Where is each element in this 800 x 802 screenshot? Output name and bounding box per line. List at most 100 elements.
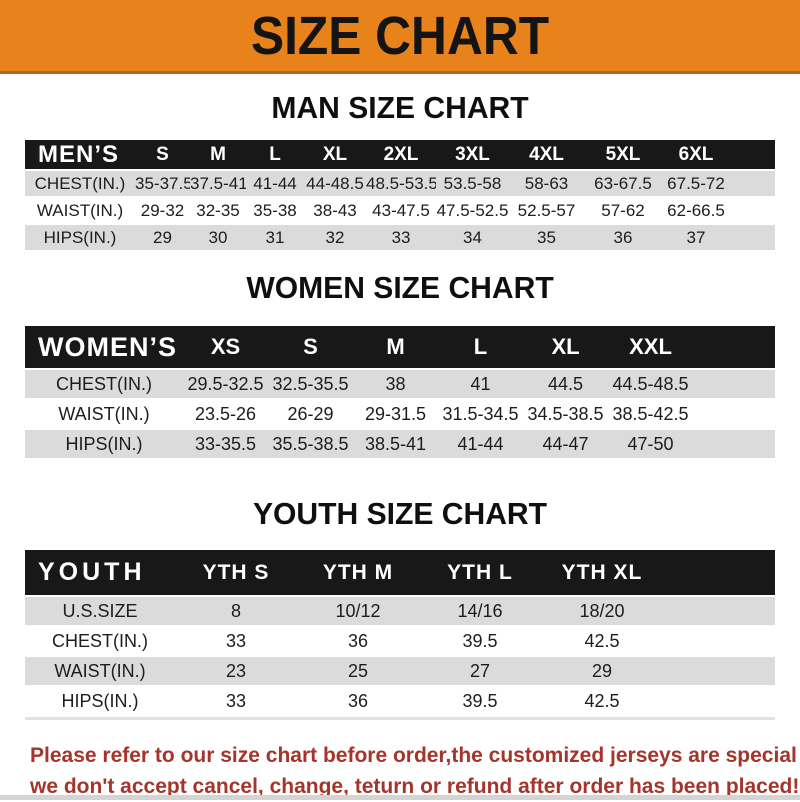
size-column-header: L xyxy=(246,140,304,169)
measurement-label: WAIST(IN.) xyxy=(25,198,135,223)
banner-title: SIZE CHART xyxy=(250,5,550,66)
size-column-header: 6XL xyxy=(662,140,730,169)
size-column-header: YTH M xyxy=(297,550,419,595)
size-value-cell: 53.5-58 xyxy=(436,171,509,196)
empty-cell xyxy=(693,430,775,458)
size-value-cell: 10/12 xyxy=(297,597,419,625)
size-value-cell: 32 xyxy=(304,225,366,250)
measurement-row: WAIST(IN.) 29-32 32-35 35-38 38-43 43-47.5 47.… xyxy=(25,198,775,223)
size-value-cell: 41-44 xyxy=(438,430,523,458)
size-value-cell: 33-35.5 xyxy=(183,430,268,458)
man-size-chart-title: MAN SIZE CHART xyxy=(271,90,529,125)
size-column-header: M xyxy=(353,326,438,368)
size-value-cell: 29 xyxy=(135,225,190,250)
youth-size-chart-title: YOUTH SIZE CHART xyxy=(252,496,548,531)
bottom-divider xyxy=(0,795,800,800)
measurement-label: HIPS(IN.) xyxy=(25,430,183,458)
size-value-cell: 36 xyxy=(297,627,419,655)
size-table-header-row: WOMEN’S XS S M L XL XXL xyxy=(25,326,775,368)
measurement-row: CHEST(IN.) 33 36 39.5 42.5 xyxy=(25,627,775,655)
measurement-row: HIPS(IN.) 29 30 31 32 33 34 35 36 37 xyxy=(25,225,775,250)
empty-cell xyxy=(663,597,775,625)
measurement-row: HIPS(IN.) 33-35.5 35.5-38.5 38.5-41 41-44 44-… xyxy=(25,430,775,458)
measurement-label: CHEST(IN.) xyxy=(25,171,135,196)
size-value-cell: 29-32 xyxy=(135,198,190,223)
empty-cell xyxy=(663,687,775,715)
size-value-cell: 39.5 xyxy=(419,627,541,655)
table-group-label: WOMEN’S xyxy=(25,326,183,368)
youth-size-table: YOUTH YTH S YTH M YTH L YTH XL U.S.SIZE 8 10/12… xyxy=(25,548,775,720)
size-column-header: 3XL xyxy=(436,140,509,169)
size-value-cell: 44-48.5 xyxy=(304,171,366,196)
size-value-cell: 48.5-53.5 xyxy=(366,171,436,196)
size-value-cell: 34.5-38.5 xyxy=(523,400,608,428)
size-value-cell: 44.5 xyxy=(523,370,608,398)
size-value-cell: 35 xyxy=(509,225,584,250)
size-value-cell: 35-38 xyxy=(246,198,304,223)
size-value-cell: 25 xyxy=(297,657,419,685)
empty-header-cell xyxy=(730,140,775,169)
size-column-header: YTH S xyxy=(175,550,297,595)
measurement-row: CHEST(IN.) 35-37.5 37.5-41 41-44 44-48.5 48.5… xyxy=(25,171,775,196)
size-value-cell: 35.5-38.5 xyxy=(268,430,353,458)
size-value-cell: 38 xyxy=(353,370,438,398)
order-warning-line2: we don't accept cancel, change, teturn o… xyxy=(30,775,800,798)
size-column-header: YTH XL xyxy=(541,550,663,595)
size-value-cell: 44-47 xyxy=(523,430,608,458)
size-value-cell: 47.5-52.5 xyxy=(436,198,509,223)
empty-cell xyxy=(730,198,775,223)
size-value-cell: 31 xyxy=(246,225,304,250)
measurement-label: CHEST(IN.) xyxy=(25,370,183,398)
size-value-cell: 41 xyxy=(438,370,523,398)
size-value-cell: 34 xyxy=(436,225,509,250)
size-value-cell: 33 xyxy=(175,687,297,715)
men-size-table: MEN’S S M L XL 2XL 3XL 4XL 5XL 6XL CHEST(IN.) 35-37… xyxy=(25,138,775,252)
size-value-cell: 36 xyxy=(297,687,419,715)
measurement-row: CHEST(IN.) 29.5-32.5 32.5-35.5 38 41 44.5 44.5… xyxy=(25,370,775,398)
measurement-label: WAIST(IN.) xyxy=(25,400,183,428)
empty-cell xyxy=(693,400,775,428)
table-group-label: MEN’S xyxy=(25,140,135,169)
size-column-header: 4XL xyxy=(509,140,584,169)
size-column-header: XL xyxy=(304,140,366,169)
measurement-label: U.S.SIZE xyxy=(25,597,175,625)
size-value-cell: 29.5-32.5 xyxy=(183,370,268,398)
size-value-cell: 37.5-41 xyxy=(190,171,246,196)
empty-cell xyxy=(730,225,775,250)
measurement-label: CHEST(IN.) xyxy=(25,627,175,655)
size-value-cell: 33 xyxy=(175,627,297,655)
size-value-cell: 29-31.5 xyxy=(353,400,438,428)
size-value-cell: 36 xyxy=(584,225,662,250)
empty-cell xyxy=(693,370,775,398)
table-group-label: YOUTH xyxy=(25,550,175,595)
size-column-header: L xyxy=(438,326,523,368)
measurement-label: WAIST(IN.) xyxy=(25,657,175,685)
order-warning-note: Please refer to our size chart before or… xyxy=(30,740,800,802)
size-column-header: S xyxy=(135,140,190,169)
size-value-cell: 38.5-41 xyxy=(353,430,438,458)
size-value-cell: 35-37.5 xyxy=(135,171,190,196)
empty-cell xyxy=(730,171,775,196)
size-value-cell: 33 xyxy=(366,225,436,250)
size-value-cell: 63-67.5 xyxy=(584,171,662,196)
measurement-row: U.S.SIZE 8 10/12 14/16 18/20 xyxy=(25,597,775,625)
size-value-cell: 44.5-48.5 xyxy=(608,370,693,398)
empty-cell xyxy=(663,627,775,655)
size-value-cell: 26-29 xyxy=(268,400,353,428)
size-value-cell: 67.5-72 xyxy=(662,171,730,196)
size-value-cell: 57-62 xyxy=(584,198,662,223)
empty-header-cell xyxy=(663,550,775,595)
size-column-header: M xyxy=(190,140,246,169)
measurement-label: HIPS(IN.) xyxy=(25,687,175,715)
size-value-cell: 41-44 xyxy=(246,171,304,196)
measurement-row: WAIST(IN.) 23 25 27 29 xyxy=(25,657,775,685)
size-value-cell: 37 xyxy=(662,225,730,250)
size-value-cell: 27 xyxy=(419,657,541,685)
size-value-cell: 42.5 xyxy=(541,627,663,655)
size-value-cell: 14/16 xyxy=(419,597,541,625)
size-value-cell: 42.5 xyxy=(541,687,663,715)
size-value-cell: 18/20 xyxy=(541,597,663,625)
size-column-header: S xyxy=(268,326,353,368)
size-value-cell: 39.5 xyxy=(419,687,541,715)
measurement-row: WAIST(IN.) 23.5-26 26-29 29-31.5 31.5-34.5 34… xyxy=(25,400,775,428)
